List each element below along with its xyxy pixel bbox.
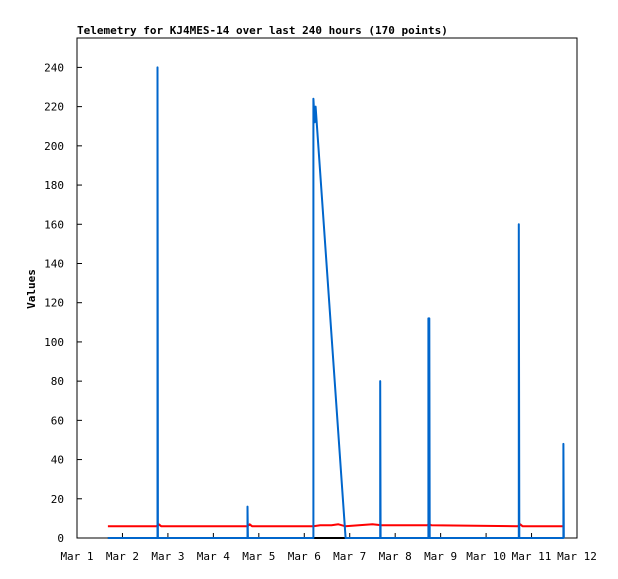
y-tick-label: 20 [51, 493, 64, 506]
x-tick-label: Mar 2 [106, 550, 139, 563]
y-axis-label: Values [25, 269, 38, 309]
chart-title: Telemetry for KJ4MES-14 over last 240 ho… [77, 24, 448, 37]
x-tick-label: Mar 10 [466, 550, 506, 563]
y-tick-label: 0 [57, 532, 64, 545]
x-tick-label: Mar 4 [197, 550, 230, 563]
y-tick-label: 40 [51, 454, 64, 467]
series-line-3 [107, 66, 565, 539]
series-line-2 [107, 523, 564, 528]
x-tick-label: Mar 11 [512, 550, 552, 563]
y-tick-label: 200 [44, 140, 64, 153]
y-tick-label: 140 [44, 257, 64, 270]
y-tick-label: 240 [44, 61, 64, 74]
y-tick-label: 120 [44, 297, 64, 310]
x-tick-label: Mar 1 [60, 550, 93, 563]
x-tick-label: Mar 8 [379, 550, 412, 563]
y-tick-label: 180 [44, 179, 64, 192]
x-tick-label: Mar 7 [333, 550, 366, 563]
y-tick-label: 80 [51, 375, 64, 388]
y-tick-label: 60 [51, 414, 64, 427]
x-tick-label: Mar 6 [288, 550, 321, 563]
plot-frame [76, 37, 578, 539]
x-tick-label: Mar 3 [151, 550, 184, 563]
x-tick-label: Mar 12 [557, 550, 597, 563]
y-tick-label: 160 [44, 218, 64, 231]
x-tick-label: Mar 9 [424, 550, 457, 563]
y-tick-label: 220 [44, 101, 64, 114]
x-tick-label: Mar 5 [242, 550, 275, 563]
y-tick-label: 100 [44, 336, 64, 349]
